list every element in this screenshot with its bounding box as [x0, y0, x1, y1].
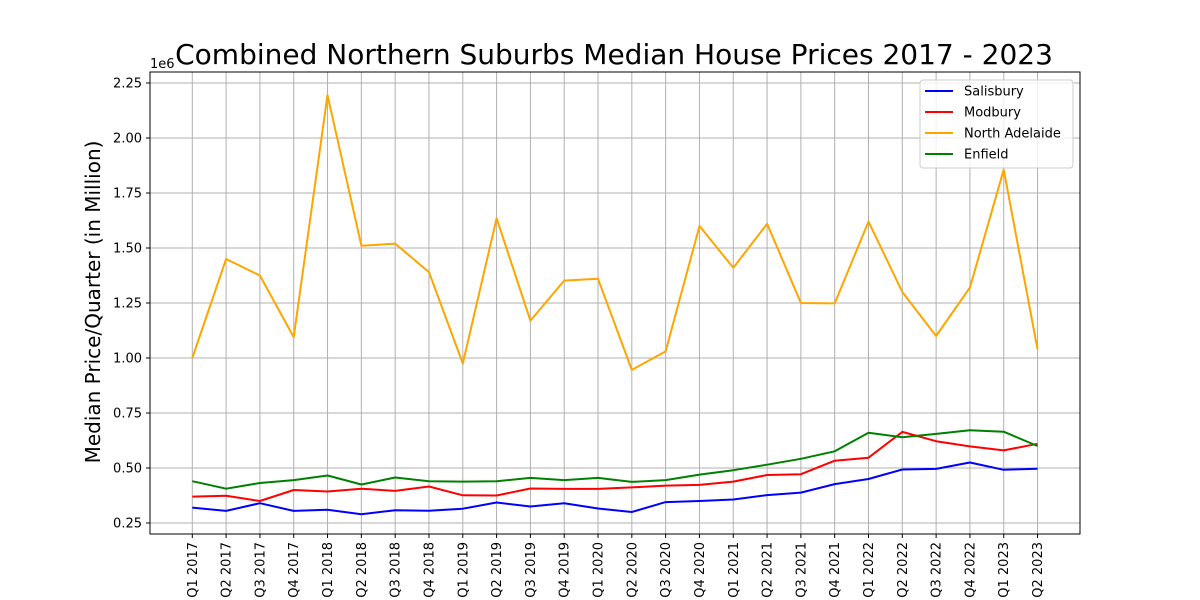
y-tick-label: 1.50 [113, 242, 142, 257]
y-tick-label: 0.50 [113, 462, 142, 477]
x-tick-label: Q3 2021 [794, 542, 809, 598]
x-tick-label: Q1 2023 [997, 542, 1012, 598]
x-tick-label: Q1 2020 [592, 542, 607, 598]
legend-label: Modbury [964, 106, 1021, 121]
x-tick-label: Q2 2021 [761, 542, 776, 598]
x-tick-label: Q4 2019 [558, 542, 573, 598]
y-tick-label: 0.25 [113, 517, 142, 532]
x-axis-ticks: Q1 2017 Q2 2017 Q3 2017 Q4 2017 Q1 2018 Q2 20… [186, 534, 1046, 598]
legend: Salisbury Modbury North Adelaide Enfield [919, 79, 1074, 169]
x-tick-label: Q3 2017 [253, 542, 268, 598]
x-tick-label: Q2 2022 [896, 542, 911, 598]
y-tick-label: 1.00 [113, 352, 142, 367]
y-axis-label: Median Price/Quarter (in Million) [81, 141, 105, 464]
y-axis-offset-label: 1e6 [150, 57, 175, 72]
series-line-modbury [192, 430, 1038, 502]
x-tick-label: Q3 2020 [659, 542, 674, 598]
x-tick-label: Q1 2021 [727, 542, 742, 598]
grid [150, 72, 1080, 534]
x-tick-label: Q2 2017 [220, 542, 235, 598]
x-tick-label: Q2 2018 [355, 542, 370, 598]
series-line-salisbury [192, 461, 1038, 516]
x-tick-label: Q4 2021 [828, 542, 843, 598]
y-tick-label: 0.75 [113, 407, 142, 422]
x-tick-label: Q1 2019 [456, 542, 471, 598]
x-tick-label: Q1 2017 [186, 542, 201, 598]
x-tick-label: Q3 2022 [930, 542, 945, 598]
legend-label: North Adelaide [964, 127, 1061, 142]
y-axis-ticks: 0.25 0.50 0.75 1.00 1.25 1.50 1.75 2.00 2.25 [113, 77, 150, 532]
x-tick-label: Q3 2019 [524, 542, 539, 598]
chart-title: Combined Northern Suburbs Median House P… [175, 38, 1053, 71]
legend-box [919, 79, 1074, 169]
x-tick-label: Q4 2017 [287, 542, 302, 598]
x-tick-label: Q4 2018 [422, 542, 437, 598]
series-lines [191, 94, 1039, 516]
y-tick-label: 1.25 [113, 297, 142, 312]
series-line-north-adelaide [191, 94, 1039, 371]
x-tick-label: Q3 2018 [389, 542, 404, 598]
legend-label: Salisbury [964, 85, 1024, 100]
y-tick-label: 2.25 [113, 77, 142, 92]
x-tick-label: Q1 2018 [321, 542, 336, 598]
legend-label: Enfield [964, 148, 1009, 163]
x-tick-label: Q1 2022 [862, 542, 877, 598]
x-tick-label: Q2 2023 [1031, 542, 1046, 598]
y-tick-label: 2.00 [113, 132, 142, 147]
series-line-enfield [192, 429, 1038, 490]
x-tick-label: Q4 2022 [963, 542, 978, 598]
x-tick-label: Q2 2019 [490, 542, 505, 598]
y-tick-label: 1.75 [113, 187, 142, 202]
x-tick-label: Q4 2020 [693, 542, 708, 598]
x-tick-label: Q2 2020 [625, 542, 640, 598]
